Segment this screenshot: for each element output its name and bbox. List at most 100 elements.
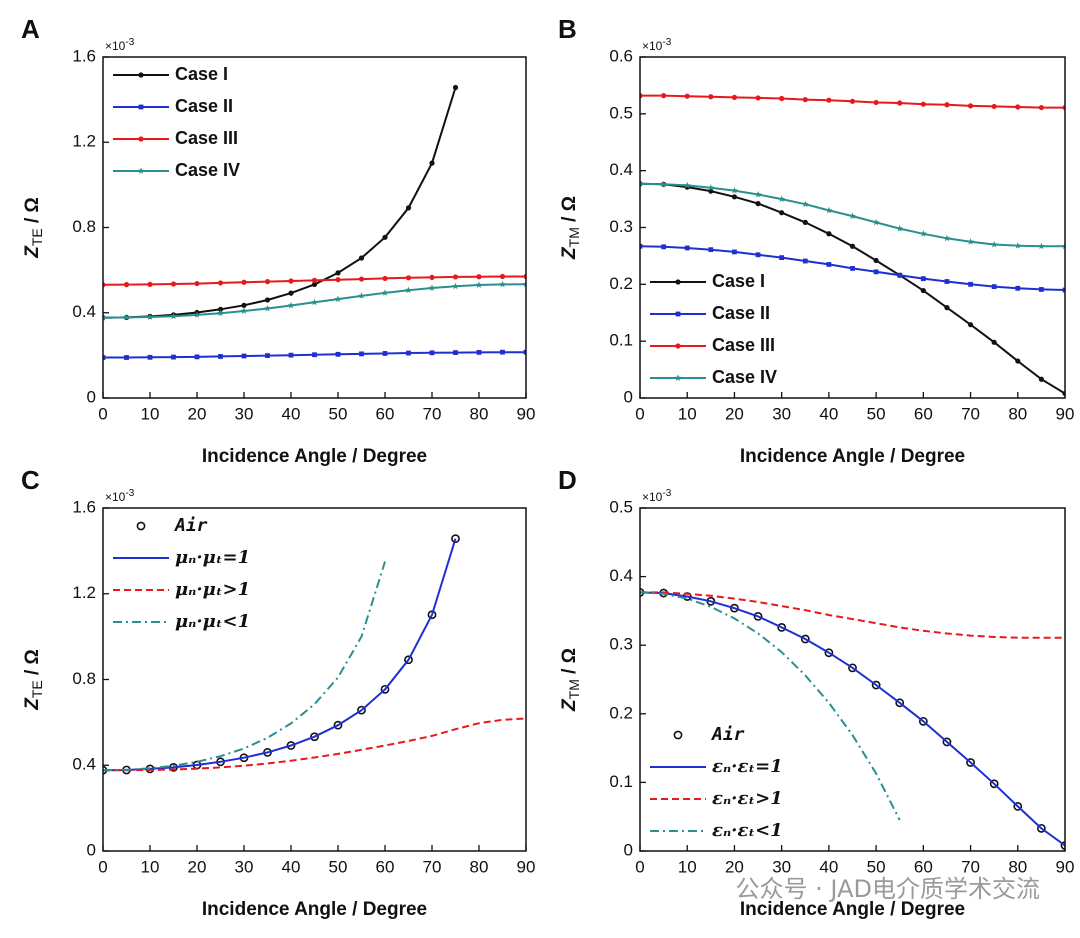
point: [241, 353, 247, 359]
x-tick-label: 20: [725, 404, 744, 423]
y-tick-label: 0: [87, 387, 96, 406]
y-axis-label: ZTE / Ω: [22, 649, 45, 711]
point: [1015, 104, 1021, 110]
point: [802, 219, 808, 225]
point: [640, 180, 644, 187]
series-line: [640, 591, 901, 821]
plot-area: [640, 587, 1065, 850]
point: [311, 298, 318, 306]
point: [755, 95, 761, 101]
panel: A ×10-3 0 10 20 30 40 50 60 70 80 90 0 0.4 0.8 1.2 1.6 In…: [21, 14, 535, 467]
x-tick-label: 90: [1056, 857, 1075, 876]
point: [1062, 287, 1065, 293]
point: [707, 184, 715, 191]
point: [920, 101, 926, 107]
x-tick-label: 60: [914, 404, 933, 423]
y-axis-label: ZTE / Ω: [22, 197, 45, 259]
point: [405, 286, 412, 294]
x-axis-label: Incidence Angle / Degree: [202, 446, 427, 467]
point: [919, 230, 927, 237]
point: [826, 262, 832, 267]
point: [779, 255, 785, 261]
y-label-main: Z: [559, 246, 580, 260]
x-tick-label: 20: [188, 404, 207, 423]
point: [428, 284, 436, 291]
point: [873, 257, 879, 264]
legend-label: εₙ·εₜ>1: [712, 788, 783, 809]
point: [382, 234, 388, 240]
point: [171, 354, 176, 360]
point: [684, 93, 690, 99]
multiplier-base: ×10: [105, 490, 126, 504]
y-tick-label: 0.4: [609, 160, 633, 179]
legend-label: μₙ·μₜ<1: [175, 611, 250, 632]
y-multiplier: ×10-3: [642, 488, 672, 505]
legend: Air μₙ·μₜ=1 μₙ·μₜ>1 μₙ·μₜ<1: [113, 515, 250, 632]
x-tick-label: 90: [1056, 404, 1075, 423]
point: [800, 634, 810, 644]
panel-label: C: [21, 465, 40, 495]
x-tick-label: 50: [329, 404, 348, 423]
point: [920, 276, 926, 282]
point: [265, 353, 270, 358]
x-tick-label: 80: [1008, 404, 1027, 423]
point: [1036, 823, 1046, 833]
y-label-suffix: / Ω: [22, 197, 43, 228]
point: [731, 94, 738, 100]
point: [1014, 242, 1022, 249]
y-label-sub: TM: [566, 227, 582, 247]
x-tick-label: 60: [914, 857, 933, 876]
point: [754, 190, 762, 198]
point: [991, 339, 997, 345]
point: [123, 282, 130, 288]
point: [451, 534, 460, 544]
y-label-main: Z: [559, 698, 580, 712]
y-tick-label: 0: [624, 840, 633, 859]
x-tick-label: 30: [772, 404, 791, 423]
point: [381, 289, 389, 296]
multiplier-exponent: -3: [662, 37, 671, 48]
point: [967, 103, 974, 109]
point: [849, 98, 856, 104]
point: [673, 730, 683, 740]
y-tick-label: 0.6: [609, 46, 633, 65]
point: [779, 95, 785, 102]
point: [170, 281, 177, 287]
y-label-main: Z: [22, 245, 43, 259]
point: [103, 355, 106, 360]
point: [476, 274, 482, 280]
y-tick-label: 0.8: [72, 669, 96, 688]
legend: Air εₙ·εₜ=1 εₙ·εₜ>1 εₙ·εₜ<1: [650, 724, 783, 841]
legend-label: Case I: [175, 64, 228, 84]
point: [966, 758, 975, 767]
point: [476, 349, 482, 355]
point: [452, 274, 459, 280]
point: [708, 188, 714, 194]
y-tick-label: 1.6: [72, 497, 96, 516]
point: [334, 295, 342, 302]
y-tick-label: 0.2: [609, 703, 633, 722]
point: [335, 351, 341, 357]
y-label-main: Z: [22, 697, 43, 711]
point: [382, 275, 388, 282]
point: [896, 225, 904, 232]
point: [991, 103, 997, 110]
point: [499, 273, 506, 280]
x-tick-label: 40: [819, 857, 838, 876]
y-axis-label: ZTM / Ω: [559, 648, 582, 712]
y-label-suffix: / Ω: [22, 649, 43, 680]
point: [1038, 242, 1045, 250]
point: [193, 311, 201, 318]
point: [380, 684, 390, 694]
point: [500, 349, 505, 355]
y-label-suffix: / Ω: [559, 648, 580, 679]
x-tick-label: 80: [470, 857, 489, 876]
series-line: [103, 538, 457, 772]
point: [849, 212, 856, 219]
point: [918, 716, 928, 726]
point: [1038, 376, 1044, 382]
point: [640, 243, 643, 249]
point: [849, 243, 856, 249]
point: [475, 281, 483, 288]
legend-label: μₙ·μₜ>1: [175, 579, 250, 600]
